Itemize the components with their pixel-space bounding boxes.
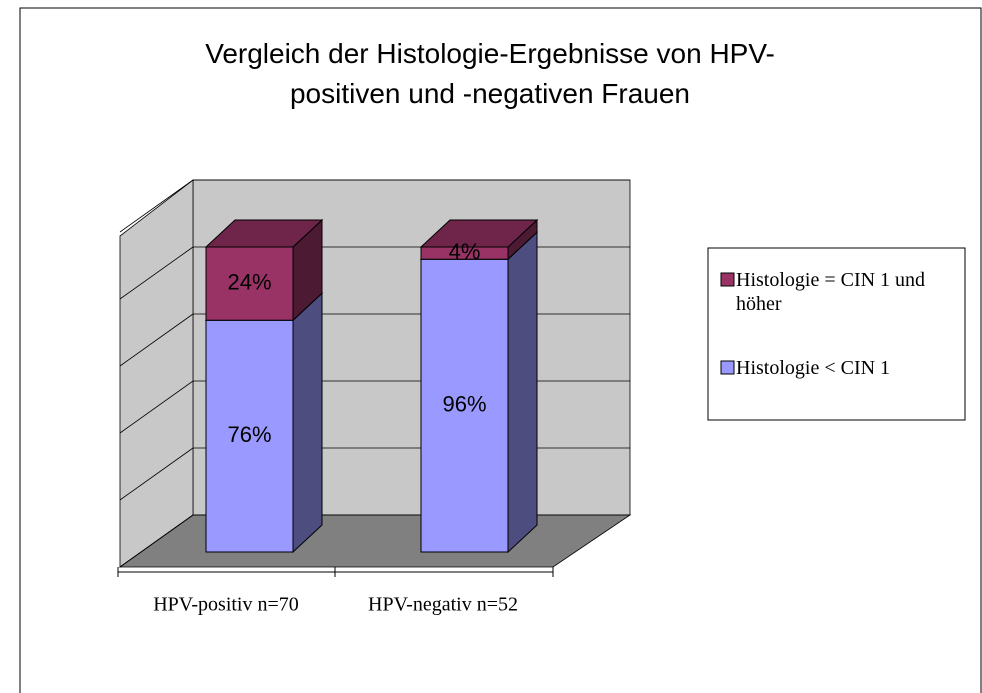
x-tick-label: HPV-negativ n=52 bbox=[368, 594, 518, 616]
legend-label: Histologie < CIN 1 bbox=[736, 357, 891, 379]
grid-line bbox=[119, 179, 194, 233]
data-label: 4% bbox=[449, 239, 481, 264]
bars: 76% 24% 96% 4% bbox=[204, 218, 539, 554]
side-wall bbox=[119, 179, 194, 568]
bar-front bbox=[205, 246, 294, 321]
data-label: 24% bbox=[227, 269, 271, 294]
chart-title: Vergleich der Histologie-Ergebnisse von … bbox=[205, 38, 775, 109]
bar-side bbox=[292, 292, 323, 554]
grid-line bbox=[119, 246, 194, 300]
bar-side bbox=[507, 231, 538, 554]
data-label: 76% bbox=[227, 422, 271, 447]
floor bbox=[118, 514, 632, 568]
grid-line bbox=[119, 447, 194, 501]
bar-front bbox=[420, 258, 509, 553]
x-tick-label: HPV-positiv n=70 bbox=[153, 594, 299, 616]
chart-frame bbox=[19, 7, 982, 693]
grid-line bbox=[119, 380, 194, 434]
legend-swatch bbox=[720, 272, 735, 287]
legend-swatch bbox=[720, 360, 735, 375]
grid-line bbox=[119, 313, 194, 367]
legend-label: Histologie = CIN 1 und höher bbox=[736, 269, 926, 315]
legend-box bbox=[707, 247, 966, 421]
grid-line bbox=[119, 514, 194, 568]
data-label: 96% bbox=[442, 391, 486, 416]
bar-top bbox=[204, 219, 324, 248]
bar-top bbox=[419, 219, 539, 248]
